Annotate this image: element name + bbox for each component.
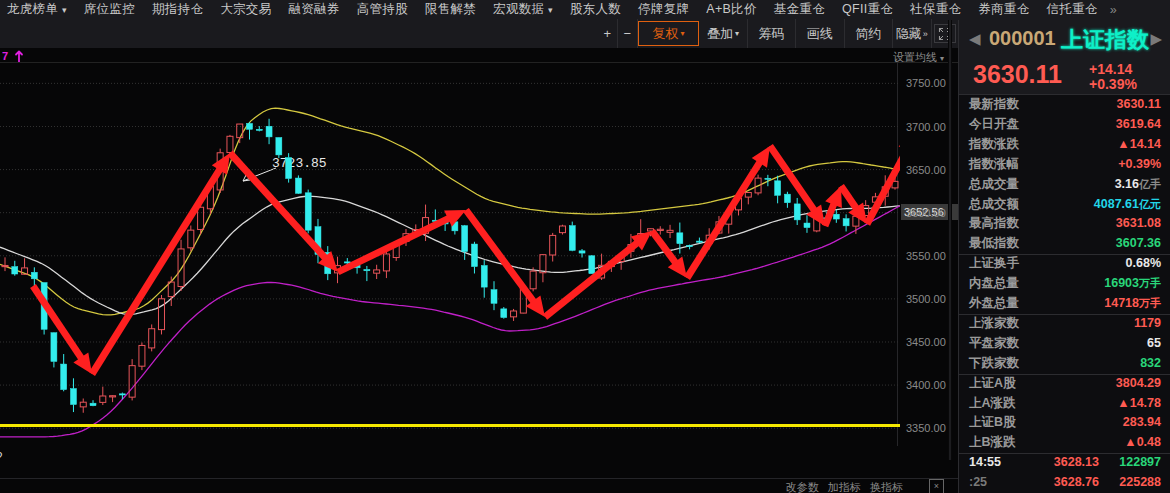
svg-text:7: 7 (2, 50, 8, 62)
